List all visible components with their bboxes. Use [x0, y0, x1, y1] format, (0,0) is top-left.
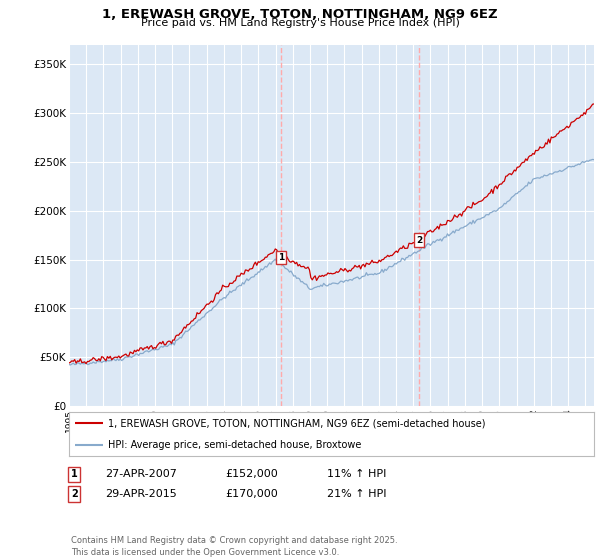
Text: 21% ↑ HPI: 21% ↑ HPI: [327, 489, 386, 499]
Text: 1: 1: [278, 253, 284, 262]
Text: HPI: Average price, semi-detached house, Broxtowe: HPI: Average price, semi-detached house,…: [109, 440, 362, 450]
Text: 2: 2: [416, 236, 422, 245]
Text: 27-APR-2007: 27-APR-2007: [105, 469, 177, 479]
Text: 11% ↑ HPI: 11% ↑ HPI: [327, 469, 386, 479]
Text: 1, EREWASH GROVE, TOTON, NOTTINGHAM, NG9 6EZ (semi-detached house): 1, EREWASH GROVE, TOTON, NOTTINGHAM, NG9…: [109, 418, 486, 428]
Text: £170,000: £170,000: [225, 489, 278, 499]
Text: Contains HM Land Registry data © Crown copyright and database right 2025.
This d: Contains HM Land Registry data © Crown c…: [71, 536, 397, 557]
Text: £152,000: £152,000: [225, 469, 278, 479]
Text: 2: 2: [71, 489, 77, 499]
Text: 29-APR-2015: 29-APR-2015: [105, 489, 177, 499]
Text: 1, EREWASH GROVE, TOTON, NOTTINGHAM, NG9 6EZ: 1, EREWASH GROVE, TOTON, NOTTINGHAM, NG9…: [102, 8, 498, 21]
Text: 1: 1: [71, 469, 77, 479]
Text: Price paid vs. HM Land Registry's House Price Index (HPI): Price paid vs. HM Land Registry's House …: [140, 18, 460, 28]
